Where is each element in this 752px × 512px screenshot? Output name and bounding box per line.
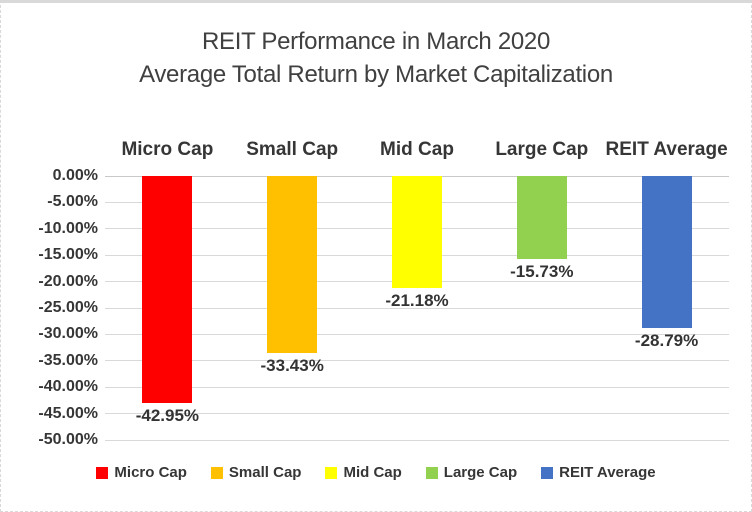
legend-swatch — [210, 466, 223, 479]
legend-swatch — [425, 466, 438, 479]
legend-label: Mid Cap — [343, 464, 402, 481]
y-tick-label: -40.00% — [38, 378, 98, 396]
bar-large-cap — [516, 176, 567, 260]
legend-label: Large Cap — [443, 464, 518, 481]
y-tick-label: 0.00% — [52, 167, 98, 184]
chart-title-line1: REIT Performance in March 2020 — [201, 28, 551, 55]
chart-title: REIT Performance in March 2020 Average T… — [1, 25, 751, 91]
chart-title-line2: Average Total Return by Market Capitaliz… — [139, 61, 613, 88]
category-label: Large Cap — [495, 139, 589, 160]
gridline — [105, 333, 729, 335]
data-label: -33.43% — [260, 355, 324, 375]
data-label: -42.95% — [135, 405, 200, 425]
legend: Micro Cap Small Cap Mid Cap Large Cap REIT A… — [1, 464, 751, 481]
legend-item: Mid Cap — [325, 464, 402, 481]
legend-item: Large Cap — [425, 464, 518, 481]
legend-item: Small Cap — [210, 464, 302, 481]
y-tick-label: -20.00% — [38, 272, 98, 290]
legend-label: Small Cap — [228, 464, 302, 481]
legend-label: Micro Cap — [114, 464, 187, 481]
gridline — [105, 307, 729, 309]
y-tick-label: -10.00% — [38, 219, 98, 237]
category-label: Mid Cap — [380, 139, 454, 160]
y-tick-label: -35.00% — [38, 351, 98, 369]
legend-swatch — [96, 466, 109, 479]
category-label: Micro Cap — [121, 139, 214, 160]
bar-micro-cap — [142, 176, 193, 403]
category-label: Small Cap — [246, 139, 339, 160]
data-label: -15.73% — [510, 262, 574, 282]
y-tick-label: -45.00% — [38, 404, 98, 422]
data-label: -21.18% — [385, 290, 449, 310]
data-label: -28.79% — [634, 331, 699, 350]
legend-item: REIT Average — [541, 464, 656, 481]
gridline — [105, 413, 729, 415]
bar-small-cap — [267, 176, 318, 353]
y-tick-label: -5.00% — [47, 193, 98, 211]
y-tick-label: -25.00% — [38, 299, 98, 316]
y-tick-label: -50.00% — [38, 431, 98, 448]
legend-swatch — [325, 466, 338, 479]
bar-reit-average — [641, 176, 692, 328]
legend-item: Micro Cap — [96, 464, 187, 481]
gridline — [105, 386, 729, 388]
gridline — [105, 360, 729, 362]
y-tick-label: -15.00% — [38, 246, 98, 264]
legend-label: REIT Average — [559, 464, 656, 481]
gridline — [105, 439, 729, 441]
category-label: REIT Average — [605, 139, 728, 160]
legend-swatch — [541, 466, 554, 479]
y-tick-label: -30.00% — [38, 325, 98, 343]
bar-mid-cap — [392, 176, 442, 288]
